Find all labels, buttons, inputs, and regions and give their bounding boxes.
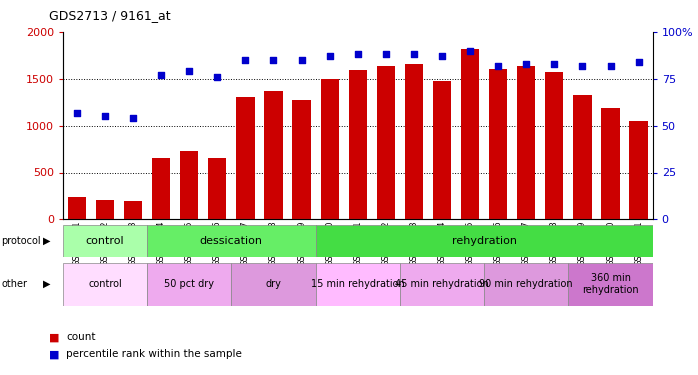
Bar [484, 262, 568, 306]
Point [156, 72, 167, 78]
Point [633, 59, 644, 65]
Point [184, 68, 195, 74]
Bar [231, 262, 315, 306]
Text: 90 min rehydration: 90 min rehydration [480, 279, 573, 289]
Bar [236, 97, 255, 219]
Text: control: control [86, 236, 124, 246]
Bar [292, 100, 311, 219]
Point [99, 113, 110, 119]
Bar [124, 201, 142, 219]
Bar [147, 225, 315, 257]
Text: other: other [1, 279, 27, 289]
Bar [180, 151, 198, 219]
Bar [400, 262, 484, 306]
Bar [461, 49, 480, 219]
Bar [377, 66, 395, 219]
Bar [63, 225, 147, 257]
Text: 15 min rehydration: 15 min rehydration [311, 279, 405, 289]
Point [577, 63, 588, 69]
Bar [573, 95, 591, 219]
Point [128, 115, 139, 121]
Point [352, 51, 363, 57]
Bar [602, 108, 620, 219]
Text: GDS2713 / 9161_at: GDS2713 / 9161_at [49, 9, 170, 22]
Bar [152, 158, 170, 219]
Point [324, 53, 335, 59]
Point [268, 57, 279, 63]
Point [464, 48, 475, 54]
Bar [348, 70, 367, 219]
Text: ■: ■ [49, 350, 59, 359]
Point [493, 63, 504, 69]
Text: count: count [66, 333, 96, 342]
Bar [545, 72, 563, 219]
Point [436, 53, 447, 59]
Point [605, 63, 616, 69]
Bar [320, 79, 339, 219]
Bar [489, 69, 507, 219]
Bar [265, 91, 283, 219]
Text: dry: dry [265, 279, 281, 289]
Point [211, 74, 223, 80]
Point [380, 51, 392, 57]
Bar [517, 66, 535, 219]
Bar [405, 64, 423, 219]
Bar [630, 121, 648, 219]
Text: dessication: dessication [200, 236, 263, 246]
Point [296, 57, 307, 63]
Bar [96, 200, 114, 219]
Text: rehydration: rehydration [452, 236, 517, 246]
Point [521, 61, 532, 67]
Text: ▶: ▶ [43, 279, 51, 289]
Point [408, 51, 419, 57]
Bar [63, 262, 147, 306]
Bar [208, 158, 226, 219]
Bar [147, 262, 231, 306]
Text: ■: ■ [49, 333, 59, 342]
Point [71, 110, 82, 116]
Text: control: control [88, 279, 122, 289]
Text: 45 min rehydration: 45 min rehydration [395, 279, 489, 289]
Text: ▶: ▶ [43, 236, 51, 246]
Point [240, 57, 251, 63]
Text: protocol: protocol [1, 236, 41, 246]
Bar [68, 197, 86, 219]
Text: 50 pct dry: 50 pct dry [164, 279, 214, 289]
Bar [315, 262, 400, 306]
Text: percentile rank within the sample: percentile rank within the sample [66, 350, 242, 359]
Bar [315, 225, 653, 257]
Bar [433, 81, 451, 219]
Text: 360 min
rehydration: 360 min rehydration [582, 273, 639, 295]
Bar [568, 262, 653, 306]
Point [549, 61, 560, 67]
